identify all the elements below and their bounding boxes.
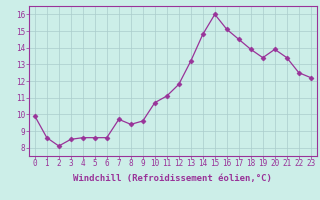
X-axis label: Windchill (Refroidissement éolien,°C): Windchill (Refroidissement éolien,°C) (73, 174, 272, 183)
